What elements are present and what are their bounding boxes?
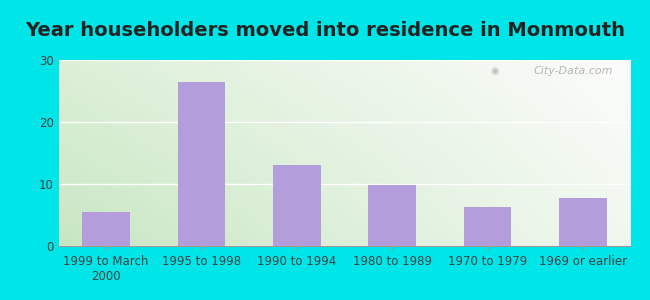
Text: Year householders moved into residence in Monmouth: Year householders moved into residence i… — [25, 21, 625, 40]
Bar — [177, 82, 226, 246]
Text: City-Data.com: City-Data.com — [534, 66, 614, 76]
Bar — [463, 207, 512, 246]
Text: ◉: ◉ — [490, 66, 499, 76]
Bar — [369, 185, 416, 246]
Bar — [83, 212, 130, 246]
Bar — [559, 198, 606, 246]
Bar — [273, 165, 320, 246]
